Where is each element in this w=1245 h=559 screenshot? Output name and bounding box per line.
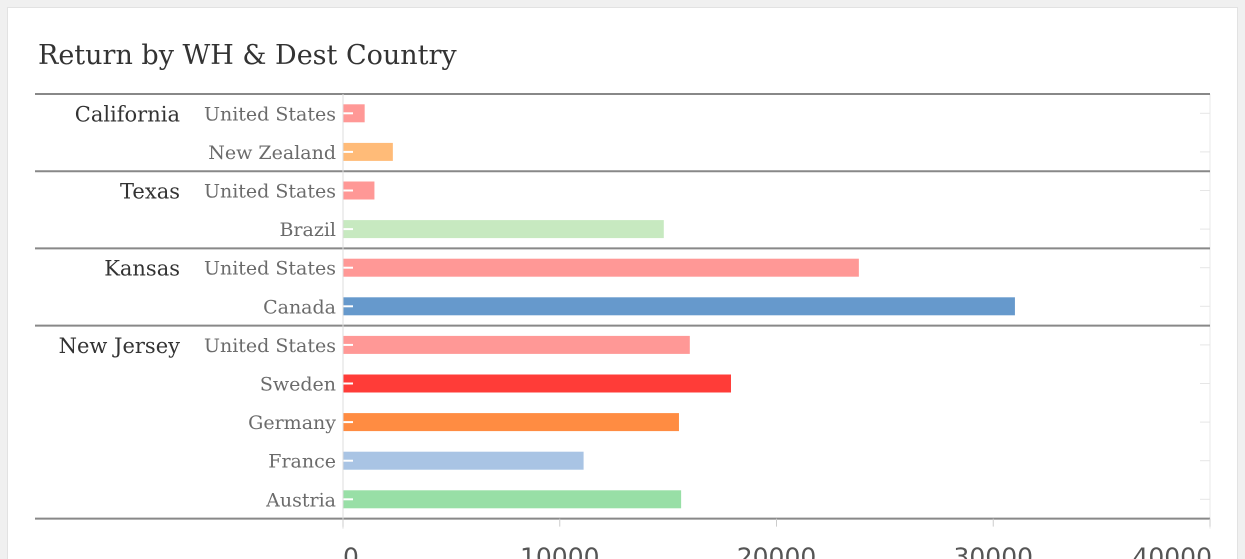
bar [343, 297, 1015, 316]
x-tick-label: 0 [343, 543, 359, 559]
country-label: United States [204, 181, 336, 203]
x-tick-label: 20000 [737, 543, 817, 559]
warehouse-label: Texas [120, 180, 180, 204]
warehouse-label: California [75, 102, 180, 126]
bar [343, 220, 664, 239]
chart-title: Return by WH & Dest Country [38, 40, 457, 71]
country-label: United States [204, 335, 336, 357]
country-label: Austria [265, 489, 336, 511]
country-label: Germany [248, 412, 336, 434]
bar [343, 142, 393, 161]
bar [343, 335, 690, 354]
bar [343, 104, 365, 123]
bar [343, 374, 731, 393]
bar [343, 413, 679, 432]
warehouse-label: Kansas [104, 257, 180, 281]
country-label: Canada [263, 296, 336, 318]
country-label: New Zealand [208, 142, 336, 164]
country-label: Brazil [279, 219, 336, 241]
country-label: United States [204, 258, 336, 280]
x-tick-label: 40000 [1132, 543, 1212, 559]
chart-panel [7, 7, 1238, 559]
country-label: United States [204, 103, 336, 125]
x-tick-label: 30000 [953, 543, 1033, 559]
country-label: Sweden [260, 374, 336, 396]
x-tick-label: 10000 [520, 543, 600, 559]
warehouse-label: New Jersey [59, 334, 181, 358]
bar [343, 181, 375, 200]
bar [343, 490, 682, 509]
bar [343, 451, 584, 470]
bar [343, 258, 859, 277]
country-label: France [268, 451, 336, 473]
